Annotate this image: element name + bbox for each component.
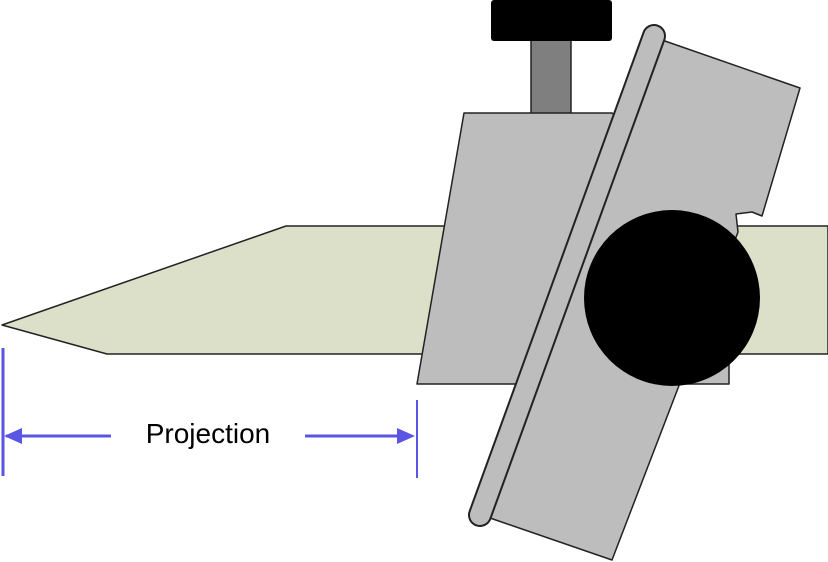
projection-label: Projection — [146, 418, 271, 449]
arrowhead-left-icon — [4, 428, 22, 444]
screw-knob — [491, 0, 612, 41]
guide-rail — [470, 26, 664, 525]
arrowhead-right-icon — [397, 428, 415, 444]
screw-shaft — [530, 37, 572, 117]
locking-knob — [584, 210, 760, 386]
